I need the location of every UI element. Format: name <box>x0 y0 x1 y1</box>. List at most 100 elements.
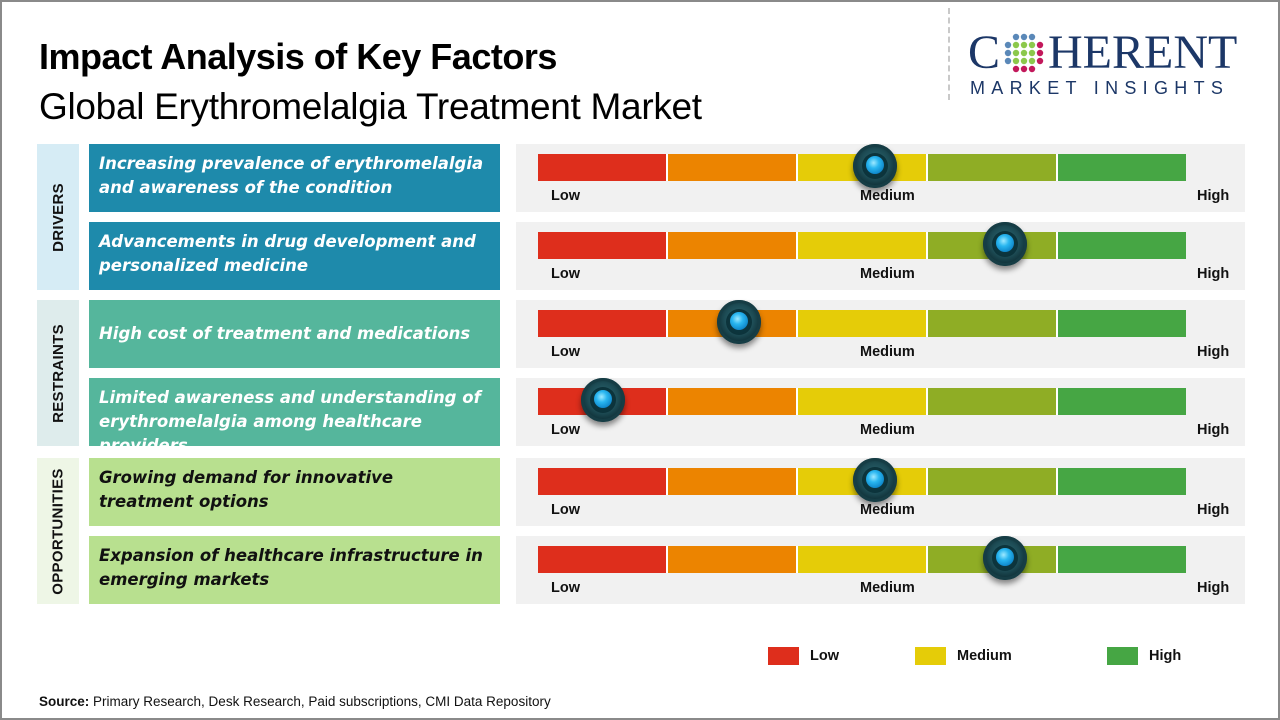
globe-dot <box>1028 57 1036 65</box>
impact-bar <box>538 310 1186 337</box>
source-note: Source: Primary Research, Desk Research,… <box>39 694 551 709</box>
globe-dot <box>1004 41 1012 49</box>
bar-segment-medium <box>798 310 928 337</box>
bar-segment-medium-high <box>928 468 1058 495</box>
bar-segment-high <box>1058 232 1186 259</box>
scale-label-low: Low <box>551 502 580 518</box>
globe-dot <box>1036 49 1044 57</box>
logo-text-c: C <box>968 26 1001 79</box>
globe-dots-icon <box>1004 33 1044 73</box>
globe-dot <box>1036 57 1044 65</box>
bar-segment-medium-high <box>928 154 1058 181</box>
scale-label-high: High <box>1197 422 1230 438</box>
impact-gauge: Low Medium High <box>516 222 1245 290</box>
bar-segment-medium <box>798 388 928 415</box>
bar-segment-high <box>1058 154 1186 181</box>
globe-dot <box>1012 33 1020 41</box>
scale-label-low: Low <box>551 422 580 438</box>
legend-item-medium: Medium <box>915 647 1012 665</box>
logo-text-herent: HERENT <box>1048 26 1238 79</box>
bar-segment-low-medium <box>668 388 798 415</box>
scale-label-high: High <box>1197 502 1230 518</box>
bar-segment-high <box>1058 388 1186 415</box>
company-logo: C HERENT <box>968 28 1237 78</box>
scale-label-medium: Medium <box>860 422 915 438</box>
impact-knob-icon <box>716 300 761 344</box>
bar-segment-low <box>538 232 668 259</box>
source-label: Source: <box>39 694 90 709</box>
globe-dot <box>1012 49 1020 57</box>
globe-dot <box>1004 49 1012 57</box>
bar-segment-low-medium <box>668 468 798 495</box>
impact-gauge: Low Medium High <box>516 144 1245 212</box>
factor-box: Increasing prevalence of erythromelalgia… <box>89 144 500 212</box>
bar-segment-low <box>538 546 668 573</box>
factor-text: Increasing prevalence of erythromelalgia… <box>99 154 484 197</box>
legend-swatch-high <box>1107 647 1138 665</box>
factor-text: Growing demand for innovative treatment … <box>99 468 394 511</box>
impact-knob-icon <box>982 536 1027 580</box>
scale-label-high: High <box>1197 580 1230 596</box>
page-subtitle: Global Erythromelalgia Treatment Market <box>39 86 702 127</box>
factor-text: High cost of treatment and medications <box>99 324 471 343</box>
legend-swatch-medium <box>915 647 946 665</box>
category-label-restraints: RESTRAINTS <box>37 300 79 446</box>
factor-box: Expansion of healthcare infrastructure i… <box>89 536 500 604</box>
impact-gauge: Low Medium High <box>516 458 1245 526</box>
source-text: Primary Research, Desk Research, Paid su… <box>93 694 551 709</box>
impact-knob-icon <box>852 458 897 502</box>
impact-gauge: Low Medium High <box>516 536 1245 604</box>
globe-dot <box>1020 49 1028 57</box>
bar-segment-high <box>1058 468 1186 495</box>
bar-segment-medium <box>798 546 928 573</box>
globe-dot <box>1036 41 1044 49</box>
page-title: Impact Analysis of Key Factors <box>39 36 557 77</box>
bar-segment-high <box>1058 546 1186 573</box>
factor-box: High cost of treatment and medications <box>89 300 500 368</box>
globe-dot <box>1020 57 1028 65</box>
globe-dot <box>1012 41 1020 49</box>
bar-segment-medium <box>798 232 928 259</box>
scale-label-high: High <box>1197 188 1230 204</box>
scale-label-low: Low <box>551 188 580 204</box>
globe-dot <box>1028 41 1036 49</box>
globe-dot <box>1012 65 1020 73</box>
bar-segment-medium-high <box>928 310 1058 337</box>
globe-dot <box>1012 57 1020 65</box>
legend-item-high: High <box>1107 647 1181 665</box>
factor-box: Advancements in drug development and per… <box>89 222 500 290</box>
category-label-text: OPPORTUNITIES <box>49 467 67 595</box>
scale-label-medium: Medium <box>860 344 915 360</box>
factor-box: Limited awareness and understanding of e… <box>89 378 500 446</box>
category-label-drivers: DRIVERS <box>37 144 79 290</box>
impact-bar <box>538 546 1186 573</box>
legend-label-low: Low <box>810 648 839 664</box>
legend-item-low: Low <box>768 647 839 665</box>
factor-text: Limited awareness and understanding of e… <box>99 388 481 446</box>
bar-segment-low <box>538 154 668 181</box>
scale-label-medium: Medium <box>860 266 915 282</box>
impact-gauge: Low Medium High <box>516 378 1245 446</box>
factor-text: Expansion of healthcare infrastructure i… <box>99 546 483 589</box>
legend-label-high: High <box>1149 648 1182 664</box>
logo-subtitle: MARKET INSIGHTS <box>970 78 1230 98</box>
scale-label-medium: Medium <box>860 502 915 518</box>
bar-segment-low-medium <box>668 546 798 573</box>
factor-box: Growing demand for innovative treatment … <box>89 458 500 526</box>
scale-label-low: Low <box>551 344 580 360</box>
globe-dot <box>1028 49 1036 57</box>
scale-label-high: High <box>1197 344 1230 360</box>
logo-divider <box>948 8 950 100</box>
scale-label-medium: Medium <box>860 188 915 204</box>
impact-bar <box>538 468 1186 495</box>
bar-segment-low <box>538 468 668 495</box>
legend-swatch-low <box>768 647 799 665</box>
impact-knob-icon <box>982 222 1027 266</box>
scale-label-low: Low <box>551 266 580 282</box>
bar-segment-low <box>538 310 668 337</box>
globe-dot <box>1004 57 1012 65</box>
impact-bar <box>538 388 1186 415</box>
category-label-text: DRIVERS <box>49 182 67 252</box>
globe-dot <box>1028 65 1036 73</box>
